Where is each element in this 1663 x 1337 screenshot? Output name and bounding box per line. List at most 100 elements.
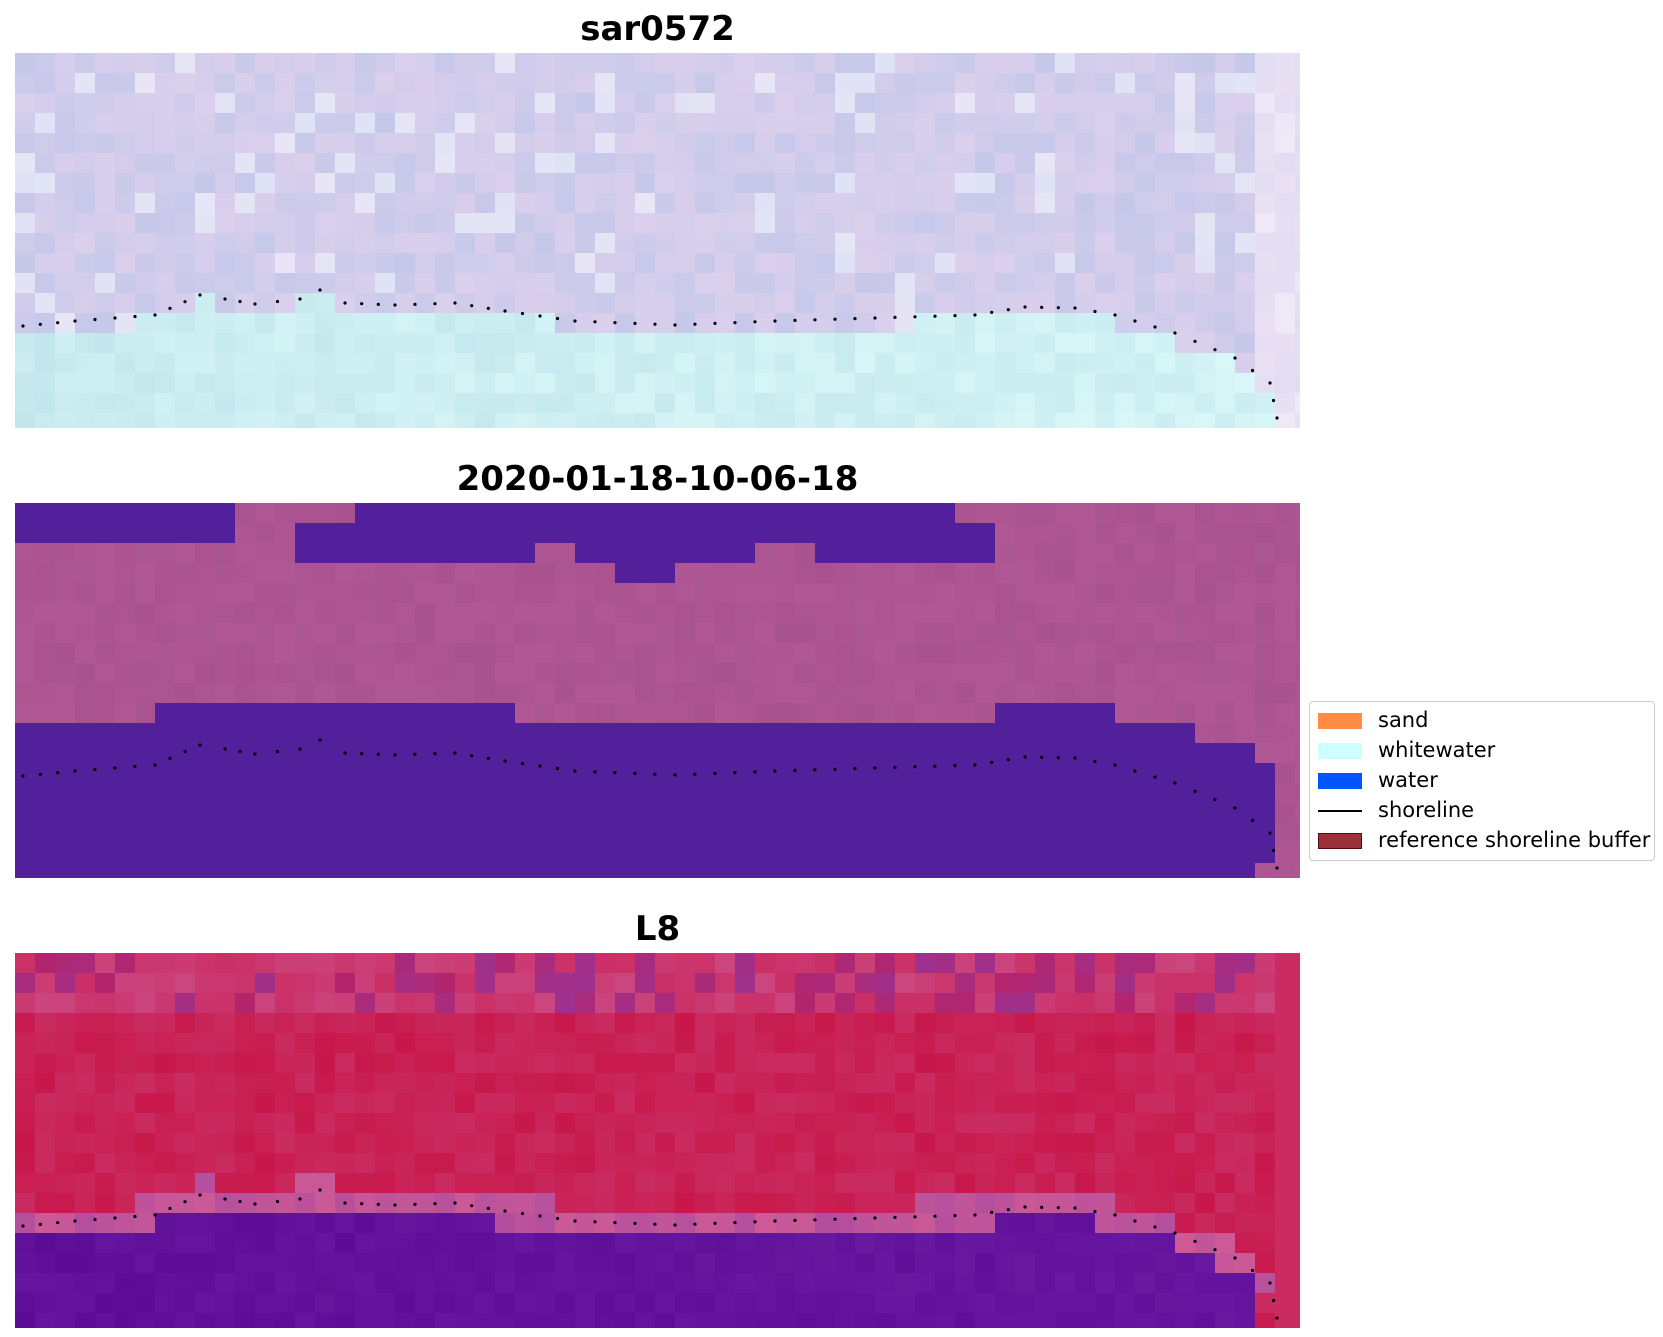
shoreline-point — [413, 752, 417, 756]
image-pixel — [1235, 393, 1255, 413]
index-pixel — [675, 1173, 695, 1193]
index-pixel — [975, 1313, 995, 1328]
image-pixel — [35, 253, 55, 273]
image-pixel — [475, 353, 495, 373]
index-pixel — [1235, 1293, 1255, 1313]
class-pixel — [675, 783, 695, 803]
class-pixel — [735, 743, 755, 763]
class-pixel — [655, 523, 675, 543]
class-pixel — [415, 623, 435, 643]
image-pixel — [55, 393, 75, 413]
index-pixel — [95, 1173, 115, 1193]
shoreline-point — [1275, 416, 1279, 420]
class-pixel — [1075, 763, 1095, 783]
index-pixel — [75, 1053, 95, 1073]
index-pixel — [235, 1233, 255, 1253]
image-pixel — [935, 373, 955, 393]
image-pixel — [335, 413, 355, 428]
index-pixel — [395, 1053, 415, 1073]
shoreline-point — [1153, 1225, 1157, 1229]
shoreline-point — [833, 1217, 837, 1221]
index-pixel — [315, 1133, 335, 1153]
image-pixel — [175, 53, 195, 73]
image-pixel — [895, 333, 915, 353]
index-pixel — [335, 1113, 355, 1133]
class-pixel — [575, 503, 595, 523]
image-pixel — [115, 273, 135, 293]
index-pixel — [915, 1033, 935, 1053]
index-pixel — [275, 1133, 295, 1153]
index-pixel — [795, 1153, 815, 1173]
index-pixel — [155, 1093, 175, 1113]
image-pixel — [695, 173, 715, 193]
class-pixel — [135, 783, 155, 803]
index-pixel — [975, 1213, 995, 1233]
image-pixel — [1275, 233, 1295, 253]
class-pixel — [855, 803, 875, 823]
class-pixel — [775, 803, 795, 823]
class-pixel — [595, 623, 615, 643]
image-pixel — [315, 393, 335, 413]
image-pixel — [775, 193, 795, 213]
class-pixel — [1295, 763, 1300, 783]
image-pixel — [355, 153, 375, 173]
index-pixel — [395, 1253, 415, 1273]
image-pixel — [75, 293, 95, 313]
class-pixel — [195, 683, 215, 703]
index-pixel — [375, 1193, 395, 1213]
image-pixel — [195, 313, 215, 333]
index-pixel — [1135, 1173, 1155, 1193]
image-pixel — [15, 193, 35, 213]
class-pixel — [575, 643, 595, 663]
image-pixel — [395, 133, 415, 153]
image-pixel — [575, 93, 595, 113]
class-pixel — [535, 583, 555, 603]
image-pixel — [1095, 113, 1115, 133]
class-pixel — [595, 723, 615, 743]
image-pixel — [755, 173, 775, 193]
class-pixel — [415, 503, 435, 523]
index-pixel — [955, 1253, 975, 1273]
class-pixel — [395, 603, 415, 623]
index-pixel — [1015, 1153, 1035, 1173]
index-pixel — [1275, 1213, 1295, 1233]
image-pixel — [1275, 353, 1295, 373]
image-pixel — [1015, 393, 1035, 413]
image-pixel — [235, 173, 255, 193]
class-pixel — [295, 783, 315, 803]
class-pixel — [1015, 583, 1035, 603]
index-pixel — [895, 1033, 915, 1053]
class-pixel — [155, 823, 175, 843]
class-pixel — [155, 803, 175, 823]
index-pixel — [235, 1093, 255, 1113]
class-pixel — [935, 683, 955, 703]
image-pixel — [295, 373, 315, 393]
class-pixel — [35, 823, 55, 843]
index-pixel — [495, 1193, 515, 1213]
image-pixel — [295, 133, 315, 153]
image-pixel — [155, 213, 175, 233]
class-pixel — [35, 803, 55, 823]
index-pixel — [235, 1053, 255, 1073]
image-pixel — [1235, 293, 1255, 313]
shoreline-point — [433, 752, 437, 756]
index-pixel — [75, 993, 95, 1013]
index-pixel — [95, 1093, 115, 1113]
index-pixel — [15, 1113, 35, 1133]
index-pixel — [1235, 1173, 1255, 1193]
index-pixel — [555, 1073, 575, 1093]
class-pixel — [175, 543, 195, 563]
image-pixel — [1075, 173, 1095, 193]
image-pixel — [735, 293, 755, 313]
image-pixel — [1255, 53, 1275, 73]
image-pixel — [95, 193, 115, 213]
class-pixel — [715, 703, 735, 723]
image-pixel — [595, 253, 615, 273]
index-pixel — [1095, 973, 1115, 993]
image-pixel — [95, 173, 115, 193]
index-pixel — [795, 1013, 815, 1033]
index-pixel — [95, 1193, 115, 1213]
index-pixel — [95, 1013, 115, 1033]
index-pixel — [35, 973, 55, 993]
class-pixel — [715, 723, 735, 743]
